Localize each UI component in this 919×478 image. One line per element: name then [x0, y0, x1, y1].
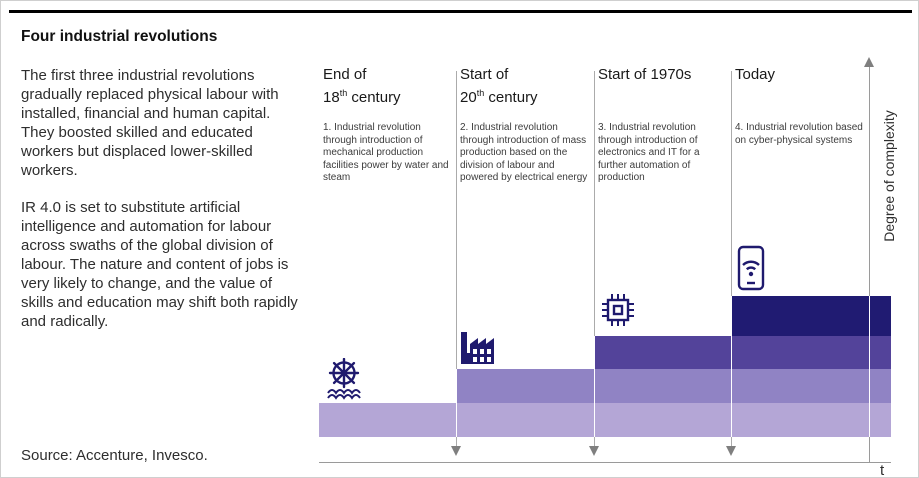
- step-4-description: 4. Industrial revolution based on cyber-…: [735, 122, 863, 146]
- bar-step-2: [456, 369, 891, 403]
- step-1-period-line2: 18: [323, 89, 340, 106]
- complexity-axis-line-over-bar: [869, 296, 870, 437]
- page-title: Four industrial revolutions: [21, 28, 218, 45]
- divider-line-2-over-bar: [594, 336, 595, 437]
- down-arrow-icon: [726, 446, 736, 456]
- step-1-period-line2-rest: century: [347, 89, 401, 106]
- intro-paragraph-1: The first three industrial revolutions g…: [21, 67, 279, 179]
- step-3-icon: [601, 293, 635, 327]
- complexity-axis-line: [869, 67, 870, 462]
- step-1-period: End of 18th century: [323, 65, 455, 107]
- step-1-period-line1: End of: [323, 66, 367, 83]
- bar-step-3: [594, 336, 891, 369]
- divider-line-3: [731, 71, 732, 447]
- step-4-icon: [737, 245, 765, 291]
- step-3-period-line1: Start of 1970s: [598, 66, 692, 83]
- top-divider: [9, 10, 912, 13]
- up-arrow-icon: [864, 57, 874, 67]
- step-2-icon: [457, 331, 495, 365]
- step-column-3: Start of 1970s 3. Industrial revolution …: [598, 65, 730, 225]
- step-3-description: 3. Industrial revolution through introdu…: [598, 122, 700, 183]
- step-column-4: Today 4. Industrial revolution based on …: [735, 65, 867, 225]
- divider-line-2: [594, 71, 595, 447]
- divider-line-1-over-bar: [456, 369, 457, 437]
- down-arrow-icon: [451, 446, 461, 456]
- intro-text: The first three industrial revolutions g…: [21, 66, 299, 349]
- step-2-period-sup: th: [476, 88, 485, 98]
- step-1-description: 1. Industrial revolution through introdu…: [323, 122, 449, 183]
- step-2-description: 2. Industrial revolution through introdu…: [460, 122, 588, 183]
- complexity-axis-label: Degree of complexity: [881, 110, 897, 242]
- step-2-period-line2: 20: [460, 89, 477, 106]
- step-1-period-sup: th: [339, 88, 348, 98]
- microchip-icon: [602, 294, 634, 326]
- time-axis-line: [319, 462, 891, 463]
- water-wheel-icon: [327, 357, 361, 400]
- step-3-period: Start of 1970s: [598, 65, 730, 84]
- intro-paragraph-2: IR 4.0 is set to substitute artificial i…: [21, 199, 298, 330]
- bar-step-1: [319, 403, 891, 437]
- smartphone-wifi-icon: [737, 245, 765, 291]
- step-4-period: Today: [735, 65, 867, 84]
- step-column-1: End of 18th century 1. Industrial revolu…: [323, 65, 455, 225]
- step-column-2: Start of 20th century 2. Industrial revo…: [460, 65, 592, 225]
- step-2-period-line1: Start of: [460, 66, 509, 83]
- bar-step-4: [731, 296, 891, 336]
- divider-line-1: [456, 71, 457, 447]
- step-2-period: Start of 20th century: [460, 65, 592, 107]
- time-axis-label: t: [880, 462, 885, 478]
- step-1-icon: [325, 357, 363, 400]
- step-4-period-line1: Today: [735, 66, 776, 83]
- source-note: Source: Accenture, Invesco.: [21, 447, 208, 464]
- down-arrow-icon: [589, 446, 599, 456]
- step-2-period-line2-rest: century: [484, 89, 538, 106]
- factory-icon: [461, 332, 494, 364]
- divider-line-3-over-bar: [731, 296, 732, 437]
